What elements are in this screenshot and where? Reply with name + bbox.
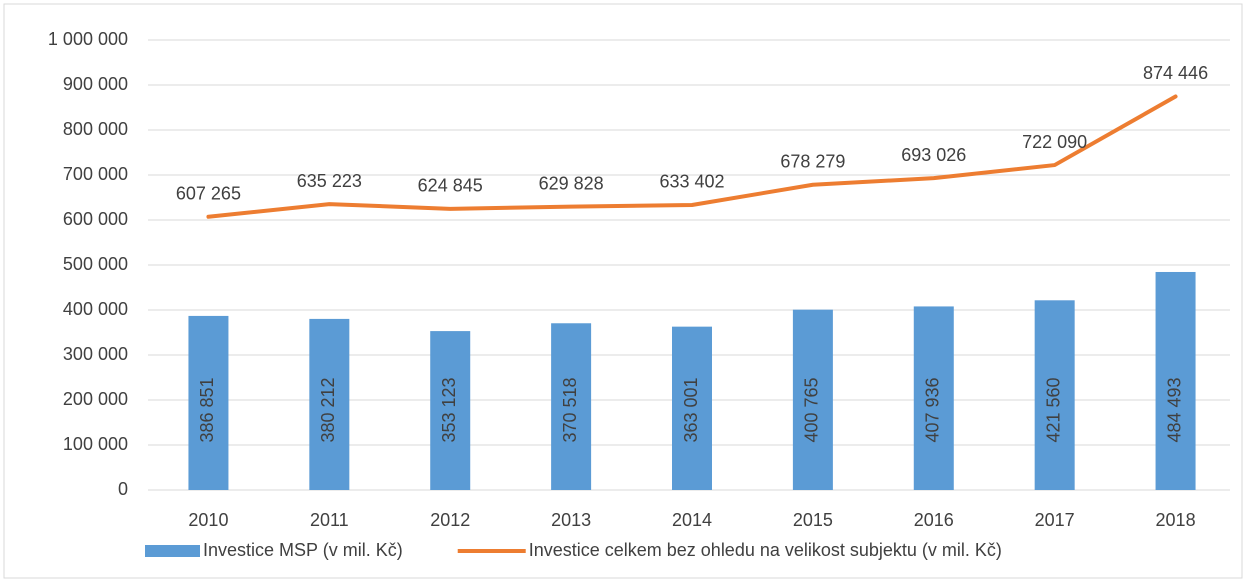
data-label: 370 518 — [560, 377, 580, 442]
legend-swatch — [145, 545, 200, 557]
bar — [1155, 271, 1196, 490]
x-tick-label: 2012 — [430, 510, 470, 530]
y-tick-label: 0 — [118, 479, 128, 499]
x-tick-label: 2018 — [1156, 510, 1196, 530]
data-label: 386 851 — [197, 377, 217, 442]
data-label: 629 828 — [539, 173, 604, 193]
data-label: 421 560 — [1043, 377, 1063, 442]
data-label: 407 936 — [923, 377, 943, 442]
data-label: 400 765 — [802, 377, 822, 442]
y-tick-label: 200 000 — [63, 389, 128, 409]
data-label: 693 026 — [901, 145, 966, 165]
bar — [672, 326, 712, 490]
data-label: 633 402 — [659, 172, 724, 192]
data-label: 624 845 — [418, 176, 483, 196]
data-label: 363 001 — [681, 377, 701, 442]
bar — [551, 323, 592, 490]
data-label: 484 493 — [1164, 377, 1184, 442]
y-tick-label: 400 000 — [63, 299, 128, 319]
y-tick-label: 900 000 — [63, 74, 128, 94]
line — [206, 94, 1178, 219]
y-tick-label: 500 000 — [63, 254, 128, 274]
bar — [913, 306, 954, 490]
data-label: 678 279 — [780, 152, 845, 172]
y-tick-label: 600 000 — [63, 209, 128, 229]
data-label: 874 446 — [1143, 63, 1208, 83]
legend-label: Investice celkem bez ohledu na velikost … — [529, 540, 1002, 560]
y-tick-label: 100 000 — [63, 434, 128, 454]
bar — [1034, 300, 1075, 490]
x-tick-label: 2014 — [672, 510, 712, 530]
bar — [792, 309, 833, 490]
y-tick-label: 1 000 000 — [48, 29, 128, 49]
x-tick-label: 2011 — [310, 510, 349, 530]
x-tick-label: 2015 — [793, 510, 833, 530]
bar — [188, 315, 229, 490]
x-tick-label: 2017 — [1035, 510, 1075, 530]
y-tick-label: 300 000 — [63, 344, 128, 364]
y-tick-label: 800 000 — [63, 119, 128, 139]
x-tick-label: 2013 — [551, 510, 591, 530]
data-label: 353 123 — [439, 377, 459, 442]
x-tick-label: 2010 — [188, 510, 228, 530]
x-tick-label: 2016 — [914, 510, 954, 530]
data-label: 380 212 — [318, 377, 338, 442]
bar — [430, 331, 471, 490]
data-label: 607 265 — [176, 183, 241, 203]
bar — [309, 318, 350, 490]
chart-border — [3, 3, 1243, 579]
data-label: 635 223 — [297, 171, 362, 191]
data-label: 722 090 — [1022, 132, 1087, 152]
legend-label: Investice MSP (v mil. Kč) — [203, 540, 403, 560]
y-tick-label: 700 000 — [63, 164, 128, 184]
